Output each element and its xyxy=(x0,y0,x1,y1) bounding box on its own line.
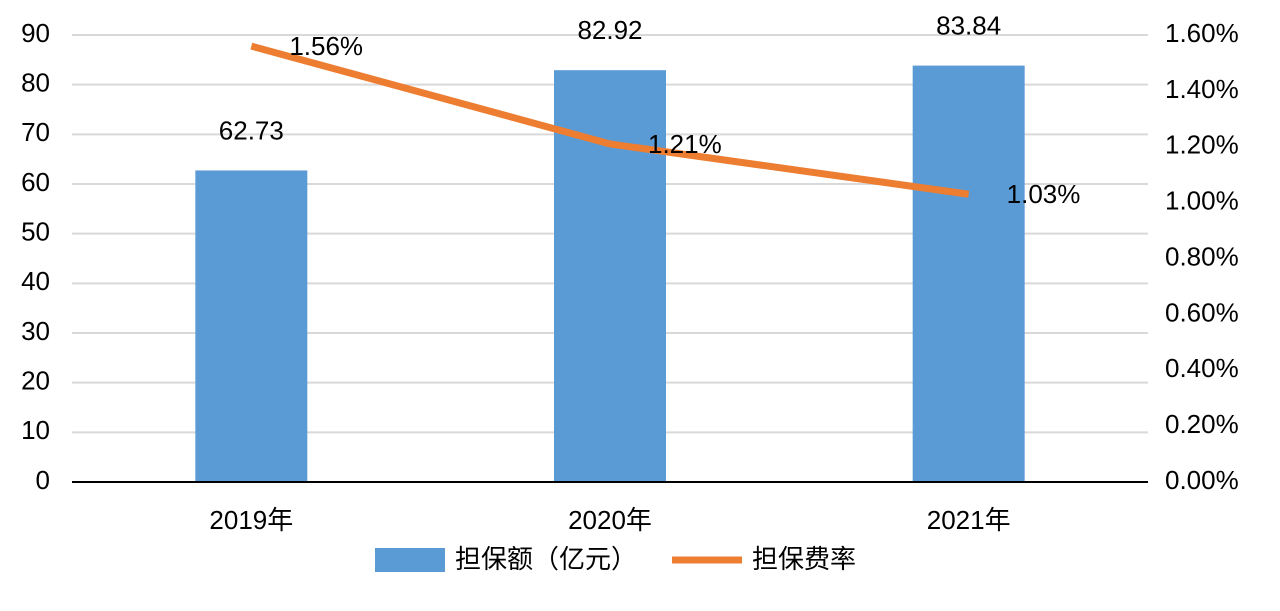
y2-tick-label: 1.60% xyxy=(1165,18,1239,48)
line xyxy=(250,42,970,198)
data-label: 1.56% xyxy=(289,31,363,61)
y-tick-label: 70 xyxy=(21,117,50,147)
y-tick-label: 10 xyxy=(21,415,50,445)
data-label: 1.03% xyxy=(1007,179,1081,209)
y2-tick-label: 1.20% xyxy=(1165,130,1239,160)
legend-label: 担保额（亿元） xyxy=(455,544,637,574)
bar xyxy=(912,65,1025,482)
data-label: 1.21% xyxy=(648,129,722,159)
y2-tick-label: 0.40% xyxy=(1165,353,1239,383)
legend-swatch xyxy=(375,548,445,572)
y-tick-label: 40 xyxy=(21,266,50,296)
bar xyxy=(195,170,308,483)
x-tick-label: 2021年 xyxy=(927,505,1011,535)
x-tick-label: 2020年 xyxy=(568,505,652,535)
y-tick-label: 0 xyxy=(36,465,50,495)
y2-tick-label: 1.00% xyxy=(1165,186,1239,216)
y-tick-label: 20 xyxy=(21,366,50,396)
x-tick-label: 2019年 xyxy=(209,505,293,535)
y2-tick-label: 0.60% xyxy=(1165,297,1239,327)
bar xyxy=(554,70,666,482)
y-tick-label: 30 xyxy=(21,316,50,346)
data-label: 82.92 xyxy=(577,15,642,45)
y-tick-label: 80 xyxy=(21,68,50,98)
y2-tick-label: 1.40% xyxy=(1165,74,1239,104)
y-tick-label: 60 xyxy=(21,167,50,197)
legend-label: 担保费率 xyxy=(752,544,856,574)
y2-tick-label: 0.20% xyxy=(1165,409,1239,439)
data-label: 62.73 xyxy=(219,115,284,145)
y-tick-label: 90 xyxy=(21,18,50,48)
y-tick-label: 50 xyxy=(21,217,50,247)
data-label: 83.84 xyxy=(936,10,1001,40)
y2-tick-label: 0.00% xyxy=(1165,465,1239,495)
y2-tick-label: 0.80% xyxy=(1165,241,1239,271)
